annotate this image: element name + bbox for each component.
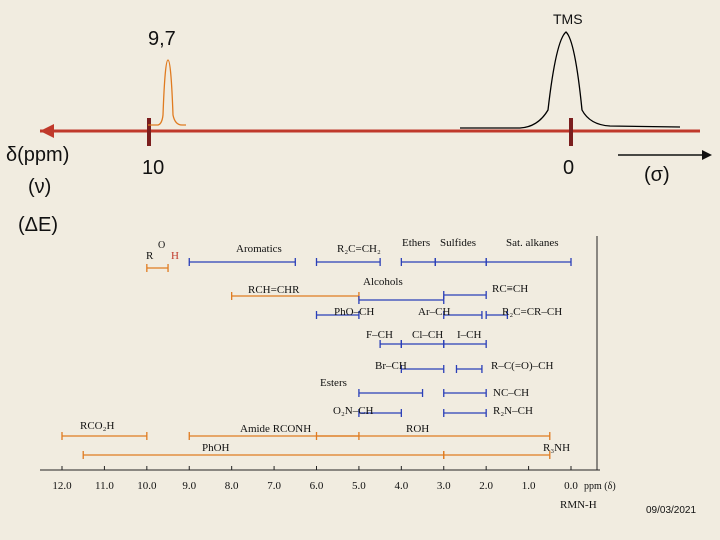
range-label-allylic: R₂C=CR–CH (502, 306, 562, 318)
delta-axis-label: δ(ppm) (6, 144, 70, 166)
range-label-alkene: R₂C=CH₂ (337, 243, 381, 255)
range-labels: R–C(=O)–HROHAromaticsR₂C=CH₂EthersSulfid… (80, 237, 570, 454)
range-label-benzylic: Ar–CH (418, 306, 450, 318)
date-label: 09/03/2021 (646, 505, 697, 516)
x-axis-label: ppm (δ) (584, 481, 616, 492)
range-bars (61, 258, 572, 459)
chart-caption: RMN-H (560, 499, 597, 511)
tick-0-label: 0 (563, 157, 575, 179)
x-tick-label: 5.0 (352, 480, 366, 492)
x-tick-label: 12.0 (52, 480, 72, 492)
range-label-amine: R₂N–CH (493, 405, 533, 417)
nu-label: (ν) (28, 176, 52, 198)
range-label-phenol: PhOH (202, 442, 230, 454)
tms-label: TMS (553, 11, 583, 27)
range-label-alkanes: Sat. alkanes (506, 237, 559, 249)
range-label-carboxylic: RCO₂H (80, 420, 114, 432)
range-label-ich: I–CH (457, 329, 482, 341)
x-tick-label: 3.0 (437, 480, 451, 492)
aldehyde-h: H (171, 250, 179, 262)
range-label-alcohols: Alcohols (363, 276, 403, 288)
range-label-brch: Br–CH (375, 360, 407, 372)
tick-10-label: 10 (142, 157, 165, 179)
x-tick-label: 10.0 (137, 480, 157, 492)
range-label-r3nh: R₃NH (543, 442, 570, 454)
range-label-fch: F–CH (366, 329, 393, 341)
x-tick-label: 7.0 (267, 480, 281, 492)
range-label-alkyne: RC≡CH (492, 283, 528, 295)
delta-axis-arrowhead (40, 124, 54, 138)
aldehyde-o: O (158, 240, 165, 251)
range-label-ethers: Ethers (402, 237, 430, 249)
x-tick-label: 0.0 (564, 480, 578, 492)
peak-9-7-label: 9,7 (148, 28, 176, 50)
range-label-sulfides: Sulfides (440, 237, 476, 249)
top-spectrum (40, 31, 712, 160)
aldehyde-r: R (146, 250, 154, 262)
range-label-aromatics: Aromatics (236, 243, 282, 255)
sigma-label: (σ) (644, 164, 670, 186)
x-tick-label: 2.0 (479, 480, 493, 492)
range-label-clch: Cl–CH (412, 329, 443, 341)
x-tick-label: 6.0 (310, 480, 324, 492)
x-tick-label: 4.0 (394, 480, 408, 492)
shift-range-chart: 12.0 11.0 10.0 9.0 8.0 7.0 6.0 5.0 4.0 3.0 2.0 1.0 0… (40, 236, 616, 492)
range-label-roh: ROH (406, 423, 429, 435)
sigma-arrowhead (702, 150, 712, 160)
x-tick-label: 1.0 (522, 480, 536, 492)
range-label-esters: Esters (320, 377, 347, 389)
x-tick-label: 11.0 (95, 480, 114, 492)
delta-e-label: (ΔE) (18, 214, 59, 236)
range-label-phenol_ether: PhO–CH (334, 306, 374, 318)
range-label-ketone: R–C(=O)–CH (491, 360, 553, 372)
x-axis-ticks: 12.0 11.0 10.0 9.0 8.0 7.0 6.0 5.0 4.0 3.0 2.0 1.0 0… (52, 466, 616, 492)
range-label-nitro: O₂N–CH (333, 405, 374, 417)
x-tick-label: 8.0 (225, 480, 239, 492)
peak-9-7 (148, 59, 186, 126)
range-label-amide: Amide RCONH (240, 423, 311, 435)
peak-tms (460, 31, 681, 129)
x-tick-label: 9.0 (182, 480, 196, 492)
range-label-nitrile: NC–CH (493, 387, 529, 399)
range-label-vinylic: RCH=CHR (248, 284, 300, 296)
